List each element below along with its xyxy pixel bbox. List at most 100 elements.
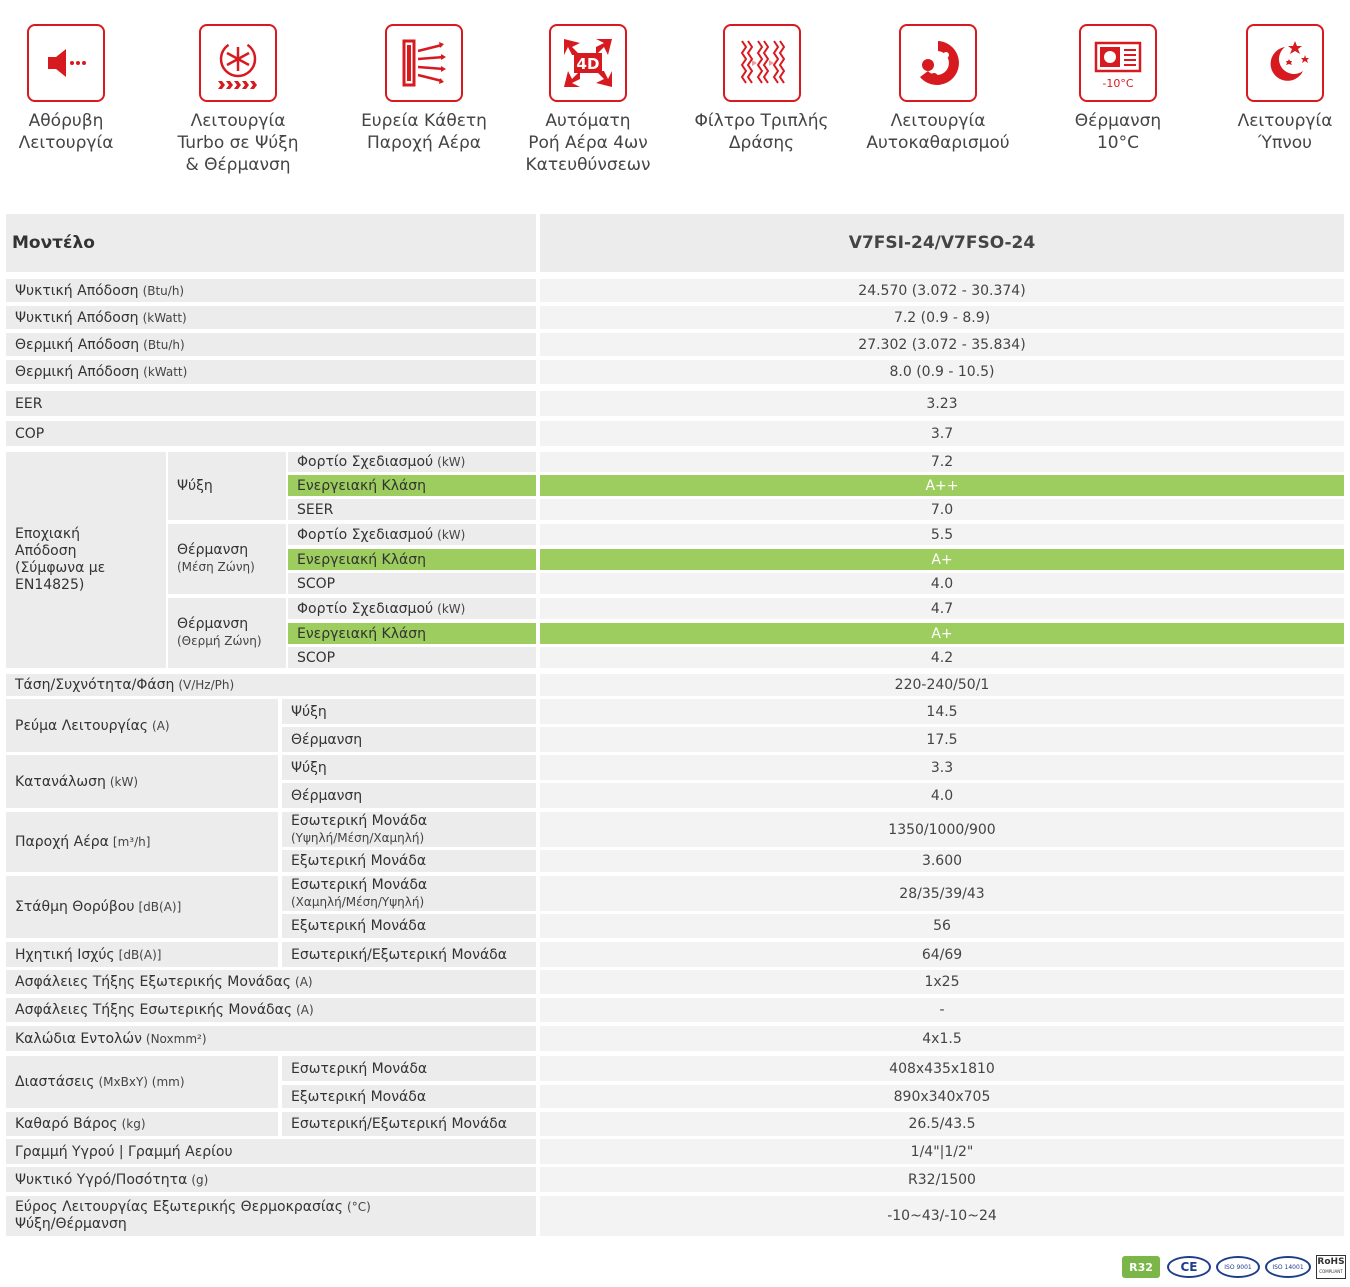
feature-triple-filter: Φίλτρο Τριπλής Δράσης [689, 24, 834, 154]
weight-value: 26.5/43.5 [540, 1112, 1344, 1136]
airflow-label: Παροχή Αέρα [m³/h] [6, 812, 278, 872]
feature-vertical-airflow: Ευρεία Κάθετη Παροχή Αέρα [354, 24, 494, 154]
seer-label: SEER [288, 499, 536, 520]
seasonal-item-value: 7.2 [540, 452, 1344, 472]
refrigerant-label: Ψυκτικό Υγρό/Ποσότητα (g) [6, 1167, 536, 1192]
row-heat-btu-value: 27.302 (3.072 - 35.834) [540, 333, 1344, 356]
energy-class-label: Ενεργειακή Κλάση [288, 549, 536, 570]
cables-label: Καλώδια Εντολών (Noxmm²) [6, 1026, 536, 1051]
fuse-indoor-value: - [540, 998, 1344, 1022]
pipes-label: Γραμμή Υγρού | Γραμμή Αερίου [6, 1139, 536, 1164]
sleep-moon-icon [1246, 24, 1324, 102]
voltage-value: 220-240/50/1 [540, 674, 1344, 696]
scop-value: 4.2 [540, 647, 1344, 668]
feature-heating-10c: -10°C Θέρμανση 10°C [1058, 24, 1178, 154]
seasonal-group-heating-mid: Θέρμανση (Μέση Ζώνη) [168, 524, 286, 594]
energy-class-label: Ενεργειακή Κλάση [288, 475, 536, 496]
noise-sub-value: 56 [540, 914, 1344, 938]
feature-label: Αθόρυβη Λειτουργία [18, 111, 114, 153]
feature-label: Θέρμανση 10°C [1074, 111, 1162, 153]
power-sub-label: Ψύξη [282, 755, 536, 780]
scop-label: SCOP [288, 573, 536, 594]
icon-temperature-text: -10°C [1102, 77, 1133, 90]
turbo-snowflake-icon [199, 24, 277, 102]
seasonal-item-value: 5.5 [540, 524, 1344, 545]
fuse-outdoor-label: Ασφάλειες Τήξης Εξωτερικής Μονάδας (A) [6, 970, 536, 994]
row-cool-btu-value: 24.570 (3.072 - 30.374) [540, 279, 1344, 302]
feature-self-clean: Λειτουργία Αυτοκαθαρισμού [863, 24, 1013, 154]
r32-badge: R32 [1122, 1256, 1160, 1278]
airflow-sub-value: 1350/1000/900 [540, 812, 1344, 847]
silent-operation-icon [27, 24, 105, 102]
svg-text:4D: 4D [577, 55, 600, 73]
row-cop-label: COP [6, 421, 536, 446]
noise-sub-label: Εξωτερική Μονάδα [282, 914, 536, 938]
row-eer-value: 3.23 [540, 391, 1344, 416]
seasonal-item-value: 4.7 [540, 598, 1344, 619]
feature-label: Λειτουργία Αυτοκαθαρισμού [866, 111, 1010, 153]
row-cool-kw-value: 7.2 (0.9 - 8.9) [540, 306, 1344, 329]
noise-label: Στάθμη Θορύβου [dB(A)] [6, 876, 278, 938]
feature-label: Λειτουργία Ύπνου [1237, 111, 1333, 153]
airflow-sub-value: 3.600 [540, 850, 1344, 872]
noise-sub-label: Εσωτερική Μονάδα (Χαμηλή/Μέση/Υψηλή) [282, 876, 536, 911]
current-label: Ρεύμα Λειτουργίας (A) [6, 699, 278, 752]
iso9001-badge: ISO 9001 [1216, 1256, 1260, 1278]
feature-label: Λειτουργία Turbo σε Ψύξη & Θέρμανση [177, 111, 299, 175]
voltage-label: Τάση/Συχνότητα/Φάση (V/Hz/Ph) [6, 674, 536, 696]
feature-label: Αυτόματη Ροή Αέρα 4ων Κατευθύνσεων [525, 111, 651, 175]
feature-silent: Αθόρυβη Λειτουργία [6, 24, 126, 154]
feature-label: Ευρεία Κάθετη Παροχή Αέρα [361, 111, 487, 153]
table-header-label: Μοντέλο [6, 214, 536, 272]
4d-airflow-icon: 4D [549, 24, 627, 102]
energy-class-value: A++ [540, 475, 1344, 496]
model-name: V7FSI-24/V7FSO-24 [540, 214, 1344, 272]
current-sub-value: 17.5 [540, 727, 1344, 752]
sound-power-value: 64/69 [540, 942, 1344, 967]
seasonal-item-label: Φορτίο Σχεδιασμού (kW) [288, 452, 536, 472]
seasonal-item-label: Φορτίο Σχεδιασμού (kW) [288, 598, 536, 619]
seasonal-label: Εποχιακή Απόδοση (Σύμφωνα με EN14825) [6, 452, 166, 668]
sound-power-label: Ηχητική Ισχύς [dB(A)] [6, 942, 278, 967]
iso14001-badge: ISO 14001 [1265, 1256, 1311, 1278]
row-cool-kw-label: Ψυκτική Απόδοση (kWatt) [6, 306, 536, 329]
scop-value: 4.0 [540, 573, 1344, 594]
fuse-outdoor-value: 1x25 [540, 970, 1344, 994]
current-sub-label: Ψύξη [282, 699, 536, 724]
row-cool-btu-label: Ψυκτική Απόδοση (Btu/h) [6, 279, 536, 302]
pipes-value: 1/4"|1/2" [540, 1139, 1344, 1164]
dimensions-sub-value: 408x435x1810 [540, 1056, 1344, 1081]
triple-filter-icon [722, 24, 801, 102]
feature-sleep: Λειτουργία Ύπνου [1225, 24, 1345, 154]
dimensions-sub-value: 890x340x705 [540, 1085, 1344, 1108]
seer-value: 7.0 [540, 499, 1344, 520]
refrigerant-value: R32/1500 [540, 1167, 1344, 1192]
current-sub-value: 14.5 [540, 699, 1344, 724]
ce-badge: CE [1167, 1256, 1211, 1278]
row-heat-btu-label: Θερμική Απόδοση (Btu/h) [6, 333, 536, 356]
sound-power-sub-label: Εσωτερική/Εξωτερική Μονάδα [282, 942, 536, 967]
power-label: Κατανάλωση (kW) [6, 755, 278, 808]
energy-class-value: A+ [540, 623, 1344, 644]
heating-10c-icon: -10°C [1079, 24, 1157, 102]
airflow-sub-label: Εξωτερική Μονάδα [282, 850, 536, 872]
feature-label: Φίλτρο Τριπλής Δράσης [694, 111, 829, 153]
airflow-sub-label: Εσωτερική Μονάδα (Υψηλή/Μέση/Χαμηλή) [282, 812, 536, 847]
seasonal-group-heating-warm: Θέρμανση (Θερμή Ζώνη) [168, 598, 286, 668]
dimensions-sub-label: Εσωτερική Μονάδα [282, 1056, 536, 1081]
current-sub-label: Θέρμανση [282, 727, 536, 752]
rohs-badge: RoHS COMPLIANT [1316, 1255, 1346, 1279]
seasonal-item-label: Φορτίο Σχεδιασμού (kW) [288, 524, 536, 545]
self-clean-icon [899, 24, 977, 102]
energy-class-label: Ενεργειακή Κλάση [288, 623, 536, 644]
dimensions-label: Διαστάσεις (ΜxΒxΥ) (mm) [6, 1056, 278, 1108]
noise-sub-value: 28/35/39/43 [540, 876, 1344, 911]
feature-4d-airflow: 4D Αυτόματη Ροή Αέρα 4ων Κατευθύνσεων [518, 24, 658, 176]
energy-class-value: A+ [540, 549, 1344, 570]
feature-icons-row: Αθόρυβη Λειτουργία Λειτουργία Turbo σε Ψ… [0, 0, 1350, 200]
power-sub-label: Θέρμανση [282, 783, 536, 808]
power-sub-value: 4.0 [540, 783, 1344, 808]
feature-turbo: Λειτουργία Turbo σε Ψύξη & Θέρμανση [163, 24, 313, 176]
weight-label: Καθαρό Βάρος (kg) [6, 1112, 278, 1136]
row-heat-kw-value: 8.0 (0.9 - 10.5) [540, 360, 1344, 384]
